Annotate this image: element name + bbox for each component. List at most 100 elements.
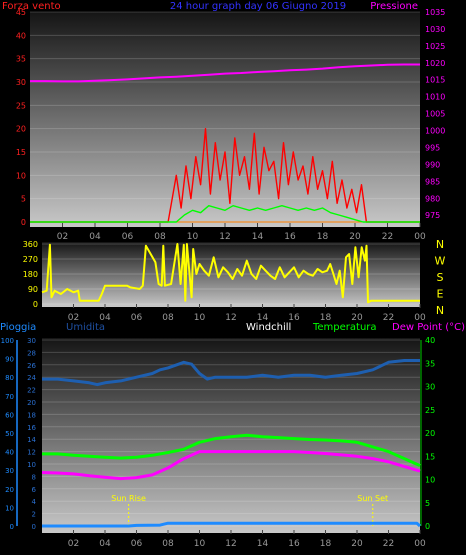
panel2-direction-label: N [436, 238, 444, 251]
panel1-left-axis-label: Forza vento [2, 1, 61, 12]
panel1-right-tick-label: 980 [425, 194, 440, 203]
panel1-title: 24 hour graph day 06 Giugno 2019 [170, 1, 346, 12]
panel1-right-tick-label: 1005 [425, 110, 445, 119]
panel1-left-tick-label: 25 [16, 101, 26, 110]
panel3-humidity-tick-label: 4 [32, 498, 37, 506]
panel3-humidity-tick-label: 8 [32, 473, 36, 481]
panel2-direction-label: N [436, 304, 444, 317]
panel1-left-tick-label: 10 [16, 171, 26, 180]
panel2-plot-area [42, 242, 420, 307]
panel3-x-tick-label: 04 [99, 539, 111, 549]
panel1-x-tick-label: 14 [252, 232, 264, 242]
panel2-x-tick-label: 22 [383, 313, 394, 323]
panel2-x-tick-label: 16 [288, 313, 300, 323]
panel3-x-tick-label: 10 [194, 539, 206, 549]
panel1-right-tick-label: 1000 [425, 127, 445, 136]
panel2-x-tick-label: 18 [320, 313, 332, 323]
panel3-x-tick-label: 14 [257, 539, 269, 549]
panel1-left-tick-label: 45 [16, 8, 26, 17]
panel3-x-tick-label: 16 [288, 539, 300, 549]
panel3-humidity-tick-label: 14 [27, 436, 36, 444]
panel1-x-tick-label: 04 [89, 232, 101, 242]
panel1-x-tick-label: 20 [349, 232, 361, 242]
panel2-direction-label: W [435, 255, 446, 268]
panel3-annotation-label: Sun Set [357, 494, 388, 503]
panel3-series-pioggia [42, 521, 422, 528]
panel2-x-tick-label: 14 [257, 313, 269, 323]
panel1-right-tick-label: 1015 [425, 76, 445, 85]
panel1-left-tick-label: 15 [16, 148, 26, 157]
panel3-humidity-tick-label: 28 [27, 349, 36, 357]
panel3-series-umidita [42, 359, 420, 387]
panel1-left-tick-label: 5 [21, 195, 26, 204]
panel1-x-tick-label: 18 [317, 232, 329, 242]
panel1-x-tick-label: 00 [414, 232, 426, 242]
panel3-humidity-tick-label: 26 [27, 362, 36, 370]
panel1-right-tick-label: 1010 [425, 93, 445, 102]
panel3-x-tick-label: 00 [414, 539, 426, 549]
panel1-plot-area [30, 12, 420, 227]
panel3-x-tick-label: 22 [383, 539, 394, 549]
panel3-temp-tick-label: 25 [425, 406, 435, 415]
panel2-x-tick-label: 20 [351, 313, 363, 323]
panel3-rain-tick-label: 20 [5, 486, 14, 494]
panel3-humidity-tick-label: 30 [27, 337, 36, 345]
panel1-right-tick-label: 1025 [425, 42, 445, 51]
panel3-rain-tick-label: 40 [5, 449, 14, 457]
panel3-humidity-tick-label: 12 [27, 449, 36, 457]
panel3-legend-label: Pioggia [0, 322, 36, 333]
panel3-humidity-tick-label: 24 [27, 374, 36, 382]
panel3-x-tick-label: 18 [320, 539, 332, 549]
panel1-right-tick-label: 985 [425, 177, 440, 186]
panel1-x-tick-label: 16 [284, 232, 296, 242]
panel2-x-tick-label: 06 [131, 313, 143, 323]
panel3-rain-tick-label: 10 [5, 504, 14, 512]
panel1-left-tick-label: 40 [16, 31, 26, 40]
panel3-humidity-tick-label: 2 [32, 511, 36, 519]
panel2-left-tick-label: 270 [23, 255, 38, 264]
panel3-x-tick-label: 12 [225, 539, 236, 549]
panel1-right-tick-label: 975 [425, 211, 440, 220]
panel3-temp-tick-label: 0 [425, 522, 430, 531]
panel1-series-raffica [30, 204, 420, 223]
panel1-series-pressione [30, 63, 420, 83]
panel2-x-tick-label: 04 [99, 313, 111, 323]
panel1-x-tick-label: 08 [154, 232, 166, 242]
panel3-x-tick-label: 20 [351, 539, 363, 549]
panel3-temp-tick-label: 35 [425, 359, 435, 368]
panel3-x-tick-label: 08 [162, 539, 174, 549]
panel3-temp-tick-label: 20 [425, 429, 435, 438]
panel1-right-axis-label: Pressione [370, 1, 418, 12]
panel3-humidity-tick-label: 0 [32, 523, 36, 531]
panel2-x-tick-label: 08 [162, 313, 174, 323]
panel2-x-tick-label: 10 [194, 313, 206, 323]
panel3-legend-label: Umidita [66, 322, 105, 333]
panel1-left-tick-label: 0 [21, 218, 26, 227]
panel3-temp-tick-label: 5 [425, 499, 430, 508]
panel2-direction-label: S [437, 271, 444, 284]
panel1-x-tick-label: 06 [122, 232, 134, 242]
panel3-annotation-label: Sun Rise [111, 494, 146, 503]
panel3-humidity-tick-label: 22 [27, 387, 36, 395]
panel3-legend-label: Windchill [246, 322, 291, 333]
panel1-right-tick-label: 990 [425, 160, 440, 169]
panel3-humidity-tick-label: 16 [27, 424, 36, 432]
panel3-rain-tick-label: 50 [5, 430, 14, 438]
panel3-temp-tick-label: 40 [425, 336, 435, 345]
panel3-x-tick-label: 02 [68, 539, 79, 549]
panel3-rain-tick-label: 30 [5, 467, 14, 475]
panel3-legend-label: Dew Point (°C) [392, 322, 465, 333]
panel3-legend-label: Temperatura [312, 322, 377, 333]
panel3-humidity-tick-label: 20 [27, 399, 36, 407]
panel2-left-tick-label: 0 [33, 300, 38, 309]
panel2-left-tick-label: 360 [23, 240, 38, 249]
panel3-rain-tick-label: 60 [5, 411, 14, 419]
panel3-humidity-tick-label: 10 [27, 461, 36, 469]
panel1-right-tick-label: 995 [425, 143, 440, 152]
panel3-rain-tick-label: 90 [5, 356, 14, 364]
panel1-x-tick-label: 10 [187, 232, 199, 242]
panel3-humidity-tick-label: 6 [32, 486, 37, 494]
panel3-rain-tick-label: 0 [10, 523, 14, 531]
panel1-left-tick-label: 20 [16, 125, 26, 134]
